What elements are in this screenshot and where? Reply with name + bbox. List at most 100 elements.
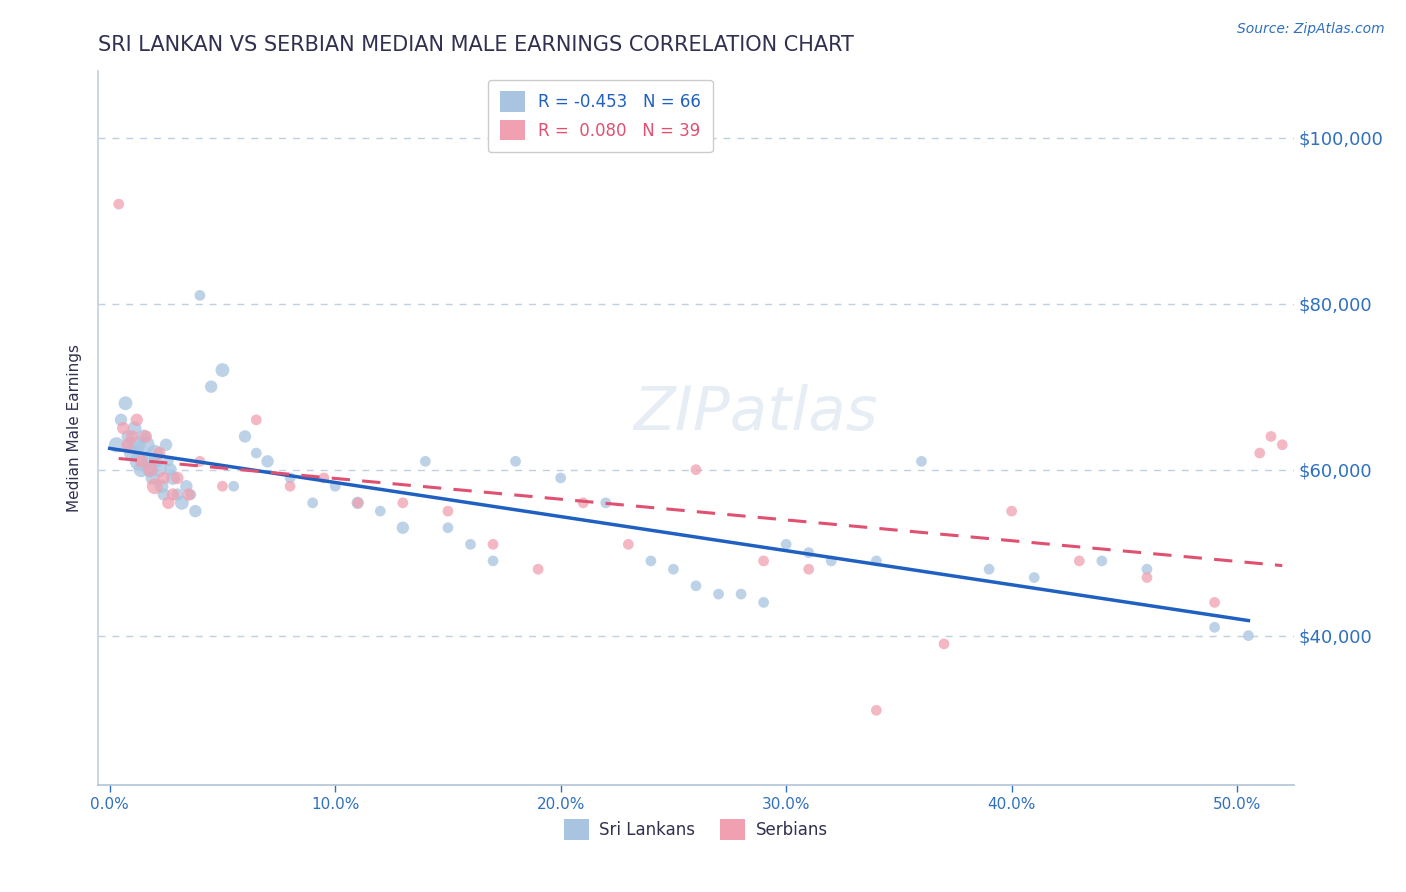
Point [162, 471, 184, 485]
Point [797, 562, 820, 576]
Point [148, 463, 170, 477]
Point [346, 496, 368, 510]
Point [640, 554, 662, 568]
Point [415, 454, 437, 468]
Point [143, 446, 166, 460]
Point [797, 546, 820, 560]
Point [211, 363, 233, 377]
Point [730, 587, 752, 601]
Point [572, 496, 595, 510]
Point [550, 471, 572, 485]
Point [155, 438, 177, 452]
Point [482, 554, 505, 568]
Point [135, 429, 157, 443]
Point [118, 438, 141, 452]
Point [245, 446, 267, 460]
Point [162, 487, 184, 501]
Point [1204, 595, 1226, 609]
Point [148, 446, 170, 460]
Point [278, 479, 301, 493]
Point [124, 421, 146, 435]
Point [256, 454, 278, 468]
Point [346, 496, 368, 510]
Point [177, 487, 200, 501]
Point [222, 479, 245, 493]
Point [146, 454, 169, 468]
Point [110, 413, 132, 427]
Point [117, 429, 139, 443]
Point [245, 413, 267, 427]
Point [752, 595, 775, 609]
Point [166, 487, 188, 501]
Text: Source: ZipAtlas.com: Source: ZipAtlas.com [1237, 22, 1385, 37]
Point [1271, 438, 1294, 452]
Point [128, 454, 150, 468]
Point [114, 396, 136, 410]
Point [910, 454, 932, 468]
Point [312, 471, 335, 485]
Legend: Sri Lankans, Serbians: Sri Lankans, Serbians [557, 811, 835, 848]
Point [153, 487, 176, 501]
Point [617, 537, 640, 551]
Point [437, 521, 460, 535]
Point [460, 537, 482, 551]
Point [112, 421, 135, 435]
Point [323, 479, 346, 493]
Point [595, 496, 617, 510]
Text: SRI LANKAN VS SERBIAN MEDIAN MALE EARNINGS CORRELATION CHART: SRI LANKAN VS SERBIAN MEDIAN MALE EARNIN… [98, 35, 855, 54]
Point [505, 454, 527, 468]
Point [685, 463, 707, 477]
Point [180, 487, 202, 501]
Point [1024, 570, 1046, 584]
Point [707, 587, 730, 601]
Point [527, 562, 550, 576]
Point [153, 471, 176, 485]
Point [1260, 429, 1282, 443]
Point [143, 479, 166, 493]
Point [135, 438, 157, 452]
Point [125, 438, 148, 452]
Point [865, 703, 887, 717]
Point [752, 554, 775, 568]
Point [188, 288, 211, 302]
Point [685, 579, 707, 593]
Point [166, 471, 188, 485]
Point [233, 429, 256, 443]
Point [121, 446, 143, 460]
Point [1001, 504, 1024, 518]
Point [1249, 446, 1271, 460]
Point [170, 496, 193, 510]
Point [139, 463, 162, 477]
Point [141, 471, 163, 485]
Point [176, 479, 198, 493]
Point [1136, 562, 1159, 576]
Point [211, 479, 233, 493]
Point [121, 429, 143, 443]
Point [820, 554, 842, 568]
Point [157, 496, 180, 510]
Point [278, 471, 301, 485]
Point [482, 537, 505, 551]
Point [977, 562, 1000, 576]
Point [157, 454, 180, 468]
Point [662, 562, 685, 576]
Point [132, 429, 155, 443]
Point [136, 454, 159, 468]
Point [107, 197, 129, 211]
Point [437, 504, 460, 518]
Text: ZIPatlas: ZIPatlas [634, 384, 877, 443]
Point [188, 454, 211, 468]
Point [117, 438, 139, 452]
Point [1136, 570, 1159, 584]
Point [1091, 554, 1114, 568]
Point [368, 504, 391, 518]
Point [125, 413, 148, 427]
Point [865, 554, 887, 568]
Point [105, 438, 128, 452]
Point [775, 537, 797, 551]
Y-axis label: Median Male Earnings: Median Male Earnings [67, 344, 83, 512]
Point [1069, 554, 1091, 568]
Point [129, 463, 152, 477]
Point [150, 479, 173, 493]
Point [129, 454, 152, 468]
